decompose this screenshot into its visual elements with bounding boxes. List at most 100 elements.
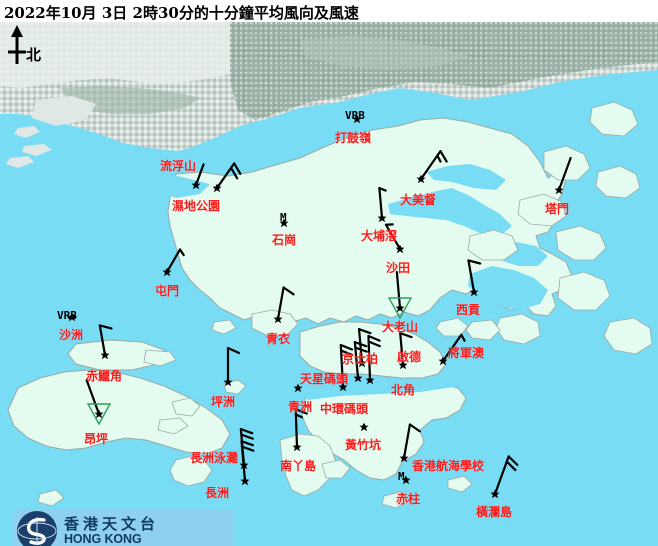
wind-barb: [357, 328, 372, 365]
wind-barb: [240, 440, 255, 483]
station-marker[interactable]: [239, 460, 249, 470]
station-marker[interactable]: [554, 185, 564, 195]
wind-barb: [194, 163, 205, 187]
wind-barb: [165, 248, 185, 274]
station-label-長洲: 長洲: [205, 486, 230, 500]
station-label-京士柏: 京士柏: [342, 352, 379, 366]
station-label-中環碼頭: 中環碼頭: [320, 402, 369, 416]
station-label-赤柱: 赤柱: [396, 492, 421, 506]
page-title: 2022年10月 3日 2時30分的十分鐘平均風向及風速: [4, 4, 359, 22]
station-label-天星碼頭: 天星碼頭: [300, 372, 349, 386]
gale-warning-icon: [387, 297, 413, 320]
wind-barb: [384, 223, 402, 251]
station-label-石崗: 石崗: [272, 233, 297, 247]
north-label: 北: [26, 46, 42, 64]
station-label-北角: 北角: [391, 383, 416, 397]
station-label-香港航海學校: 香港航海學校: [412, 459, 485, 473]
station-marker[interactable]: [293, 383, 303, 393]
station-marker[interactable]: [377, 213, 387, 223]
north-arrow-icon: [8, 25, 26, 64]
station-marker[interactable]: [352, 114, 362, 124]
station-marker[interactable]: [365, 375, 375, 385]
station-label-大老山: 大老山: [382, 320, 419, 334]
station-marker[interactable]: [292, 442, 302, 452]
station-label-塔門: 塔門: [545, 202, 570, 216]
station-marker[interactable]: [94, 409, 104, 419]
station-label-沙田: 沙田: [386, 261, 411, 275]
station-label-青洲: 青洲: [288, 400, 313, 414]
wind-barb: [395, 271, 402, 310]
wind-barb: [399, 332, 413, 367]
station-marker[interactable]: [212, 183, 222, 193]
station-label-長洲泳灘: 長洲泳灘: [190, 451, 239, 465]
station-marker[interactable]: [438, 356, 448, 366]
station-label-大美督: 大美督: [400, 193, 437, 207]
station-label-青衣: 青衣: [266, 332, 291, 346]
hko-logo-name-en: HONG KONG OBSERVATORY: [64, 532, 142, 546]
wind-barb: [85, 379, 101, 416]
station-flag-沙洲: VRB: [57, 309, 77, 322]
station-marker[interactable]: [395, 303, 405, 313]
wind-barb: [353, 341, 368, 380]
title-bar: 2022年10月 3日 2時30分的十分鐘平均風向及風速: [0, 0, 658, 22]
wind-barb: [226, 346, 241, 384]
station-label-濕地公園: 濕地公園: [172, 199, 221, 213]
station-label-橫瀾島: 橫瀾島: [476, 505, 513, 519]
wind-barb: [339, 343, 354, 389]
wind-barb: [419, 150, 448, 181]
hko-logo-mark: [17, 511, 57, 546]
wind-barb: [557, 156, 572, 192]
wind-barb: [378, 187, 387, 220]
station-marker[interactable]: [398, 360, 408, 370]
station-label-沙洲: 沙洲: [59, 328, 84, 342]
gale-warning-icon: [86, 403, 112, 426]
station-label-南丫島: 南丫島: [280, 459, 317, 473]
map-canvas: 北 流浮山濕地公園石崗 M 打鼓嶺 VRB 大美督大埔滘 塔門沙田屯門沙洲 VRB 大老山 西貢…: [0, 22, 658, 546]
station-marker[interactable]: [338, 382, 348, 392]
hko-logo: 香港天文台 HONG KONG OBSERVATORY: [14, 509, 234, 546]
station-marker[interactable]: [191, 180, 201, 190]
station-label-流浮山: 流浮山: [160, 159, 197, 173]
wind-barb: [467, 259, 482, 294]
station-marker[interactable]: [240, 476, 250, 486]
station-label-屯門: 屯門: [155, 284, 180, 298]
station-marker[interactable]: [162, 267, 172, 277]
station-label-大埔滘: 大埔滘: [361, 229, 398, 243]
station-flag-赤柱: M: [398, 470, 405, 483]
wind-barb: [493, 455, 519, 496]
wind-barb: [215, 162, 242, 190]
station-marker[interactable]: [357, 358, 367, 368]
station-label-將軍澳: 將軍澳: [448, 346, 485, 360]
station-flag-打鼓嶺: VRB: [345, 109, 365, 122]
wind-barb-layer: [67, 114, 572, 499]
hko-logo-name-zh: 香港天文台: [64, 515, 160, 533]
wind-barb: [367, 334, 381, 382]
wind-barb: [98, 324, 113, 357]
station-marker[interactable]: [469, 287, 479, 297]
wind-barb: [294, 407, 308, 449]
wind-barb: [441, 333, 466, 363]
station-marker[interactable]: [353, 373, 363, 383]
station-marker[interactable]: [401, 475, 411, 485]
station-marker[interactable]: [279, 218, 289, 228]
station-label-啟德: 啟德: [397, 350, 422, 364]
station-marker[interactable]: [416, 174, 426, 184]
station-marker[interactable]: [273, 314, 283, 324]
station-marker[interactable]: [100, 350, 110, 360]
station-label-昂坪: 昂坪: [84, 432, 109, 446]
station-label-坪洲: 坪洲: [211, 395, 236, 409]
station-marker[interactable]: [223, 377, 233, 387]
wind-barb: [402, 423, 421, 460]
station-label-黃竹坑: 黃竹坑: [345, 438, 382, 452]
station-flag-石崗: M: [280, 211, 287, 224]
station-marker[interactable]: [359, 422, 369, 432]
station-marker[interactable]: [67, 312, 77, 322]
station-marker[interactable]: [490, 489, 500, 499]
wind-barb: [276, 286, 295, 321]
station-label-赤鱲角: 赤鱲角: [86, 369, 123, 383]
station-label-西貢: 西貢: [456, 303, 481, 317]
station-label-打鼓嶺: 打鼓嶺: [335, 131, 372, 145]
station-marker[interactable]: [395, 244, 405, 254]
station-marker[interactable]: [399, 453, 409, 463]
